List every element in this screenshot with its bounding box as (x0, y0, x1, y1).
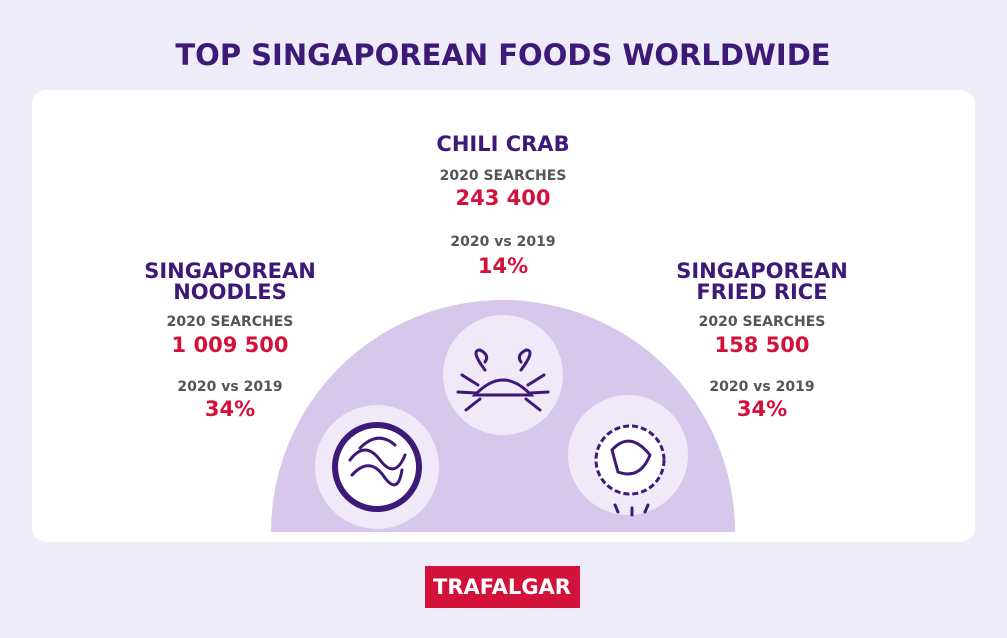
change-label: 2020 vs 2019 (709, 379, 814, 395)
food-name: SINGAPOREAN (676, 259, 848, 283)
noodles-icon (315, 405, 439, 529)
searches-label: 2020 SEARCHES (699, 314, 826, 330)
searches-value: 158 500 (715, 333, 810, 357)
fried-rice-icon (568, 395, 688, 517)
food-name: NOODLES (173, 280, 287, 304)
food-fried-rice: SINGAPOREAN FRIED RICE 2020 SEARCHES 158… (676, 259, 848, 421)
food-name: CHILI CRAB (436, 132, 569, 156)
food-chili-crab: CHILI CRAB 2020 SEARCHES 243 400 2020 vs… (436, 132, 569, 278)
searches-value: 243 400 (456, 186, 551, 210)
change-label: 2020 vs 2019 (177, 379, 282, 395)
title: TOP SINGAPOREAN FOODS WORLDWIDE (175, 38, 830, 72)
food-name: SINGAPOREAN (144, 259, 316, 283)
food-name: FRIED RICE (696, 280, 827, 304)
change-value: 14% (478, 254, 528, 278)
logo: TRAFALGAR (433, 575, 571, 599)
searches-label: 2020 SEARCHES (440, 168, 567, 184)
searches-value: 1 009 500 (172, 333, 289, 357)
searches-label: 2020 SEARCHES (167, 314, 294, 330)
crab-icon (443, 315, 563, 435)
change-label: 2020 vs 2019 (450, 234, 555, 250)
food-noodles: SINGAPOREAN NOODLES 2020 SEARCHES 1 009 … (144, 259, 316, 421)
change-value: 34% (737, 397, 787, 421)
logo-box (425, 566, 580, 608)
change-value: 34% (205, 397, 255, 421)
